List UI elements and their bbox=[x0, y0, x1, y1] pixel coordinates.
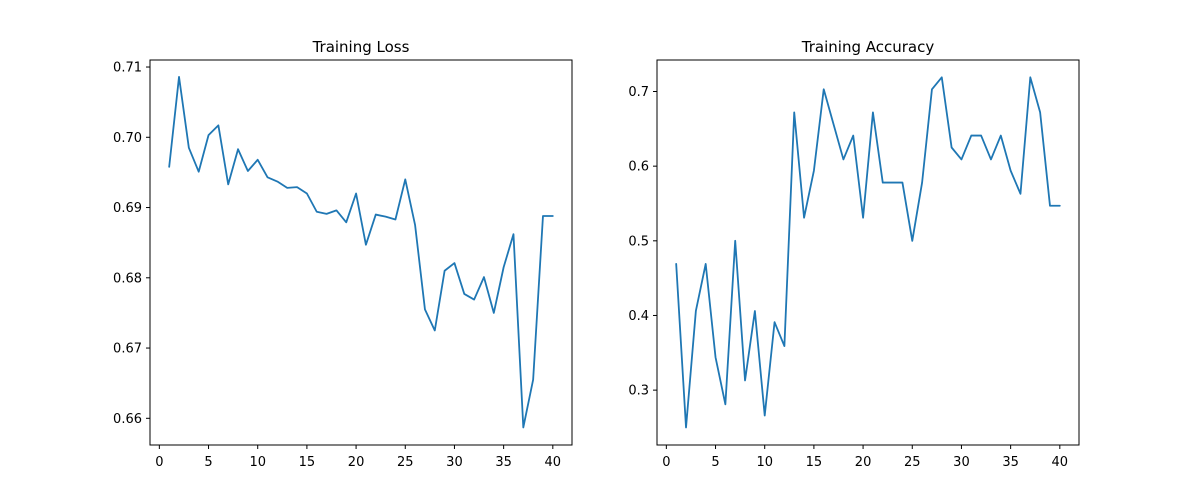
loss-chart-frame bbox=[149, 59, 573, 446]
accuracy-x-tick-label: 25 bbox=[904, 455, 921, 470]
loss-chart-marks: 0 5 10 15 20 25 30 35 40 0.66 0.67 0.68 0.69 0.70 0.71 bbox=[113, 61, 561, 470]
accuracy-y-tick-label: 0.7 bbox=[628, 85, 649, 100]
accuracy-x-tick-label: 30 bbox=[953, 455, 970, 470]
loss-y-tick-label: 0.68 bbox=[113, 271, 142, 286]
accuracy-x-tick-label: 35 bbox=[1002, 455, 1019, 470]
loss-x-tick-label: 0 bbox=[155, 455, 163, 470]
loss-x-tick-label: 30 bbox=[446, 455, 463, 470]
loss-y-tick-label: 0.71 bbox=[113, 61, 142, 76]
loss-chart-title: Training Loss bbox=[312, 38, 410, 56]
accuracy-series-line bbox=[675, 76, 1061, 429]
loss-y-tick-label: 0.69 bbox=[113, 201, 142, 216]
accuracy-chart-marks: 0 5 10 15 20 25 30 35 40 0.3 0.4 0.5 0.6 0.7 bbox=[628, 76, 1069, 470]
accuracy-chart-title: Training Accuracy bbox=[801, 38, 935, 56]
loss-x-tick-label: 20 bbox=[348, 455, 365, 470]
accuracy-x-tick-label: 10 bbox=[756, 455, 773, 470]
accuracy-x-tick-label: 40 bbox=[1052, 455, 1069, 470]
accuracy-x-tick-label: 0 bbox=[662, 455, 670, 470]
loss-y-tick-label: 0.66 bbox=[113, 412, 142, 427]
accuracy-y-tick-label: 0.5 bbox=[628, 234, 649, 249]
loss-x-tick-label: 40 bbox=[545, 455, 562, 470]
loss-x-tick-label: 25 bbox=[397, 455, 414, 470]
loss-series-line bbox=[168, 75, 554, 429]
loss-x-tick-label: 35 bbox=[495, 455, 512, 470]
accuracy-x-tick-label: 5 bbox=[711, 455, 719, 470]
accuracy-y-tick-label: 0.4 bbox=[628, 309, 649, 324]
accuracy-chart-frame bbox=[656, 59, 1080, 446]
loss-x-tick-label: 10 bbox=[249, 455, 266, 470]
accuracy-x-tick-label: 15 bbox=[806, 455, 823, 470]
loss-x-tick-label: 5 bbox=[204, 455, 212, 470]
loss-chart: Training Loss 0 5 10 15 20 25 30 35 40 0.66 0.67 0.… bbox=[113, 38, 573, 470]
loss-y-tick-label: 0.67 bbox=[113, 342, 142, 357]
accuracy-chart: Training Accuracy 0 5 10 15 20 25 30 35 40 0.3 0.4… bbox=[628, 38, 1080, 470]
accuracy-y-tick-label: 0.6 bbox=[628, 160, 649, 175]
accuracy-y-tick-label: 0.3 bbox=[628, 384, 649, 399]
accuracy-x-tick-label: 20 bbox=[855, 455, 872, 470]
loss-x-tick-label: 15 bbox=[299, 455, 316, 470]
loss-y-tick-label: 0.70 bbox=[113, 131, 142, 146]
